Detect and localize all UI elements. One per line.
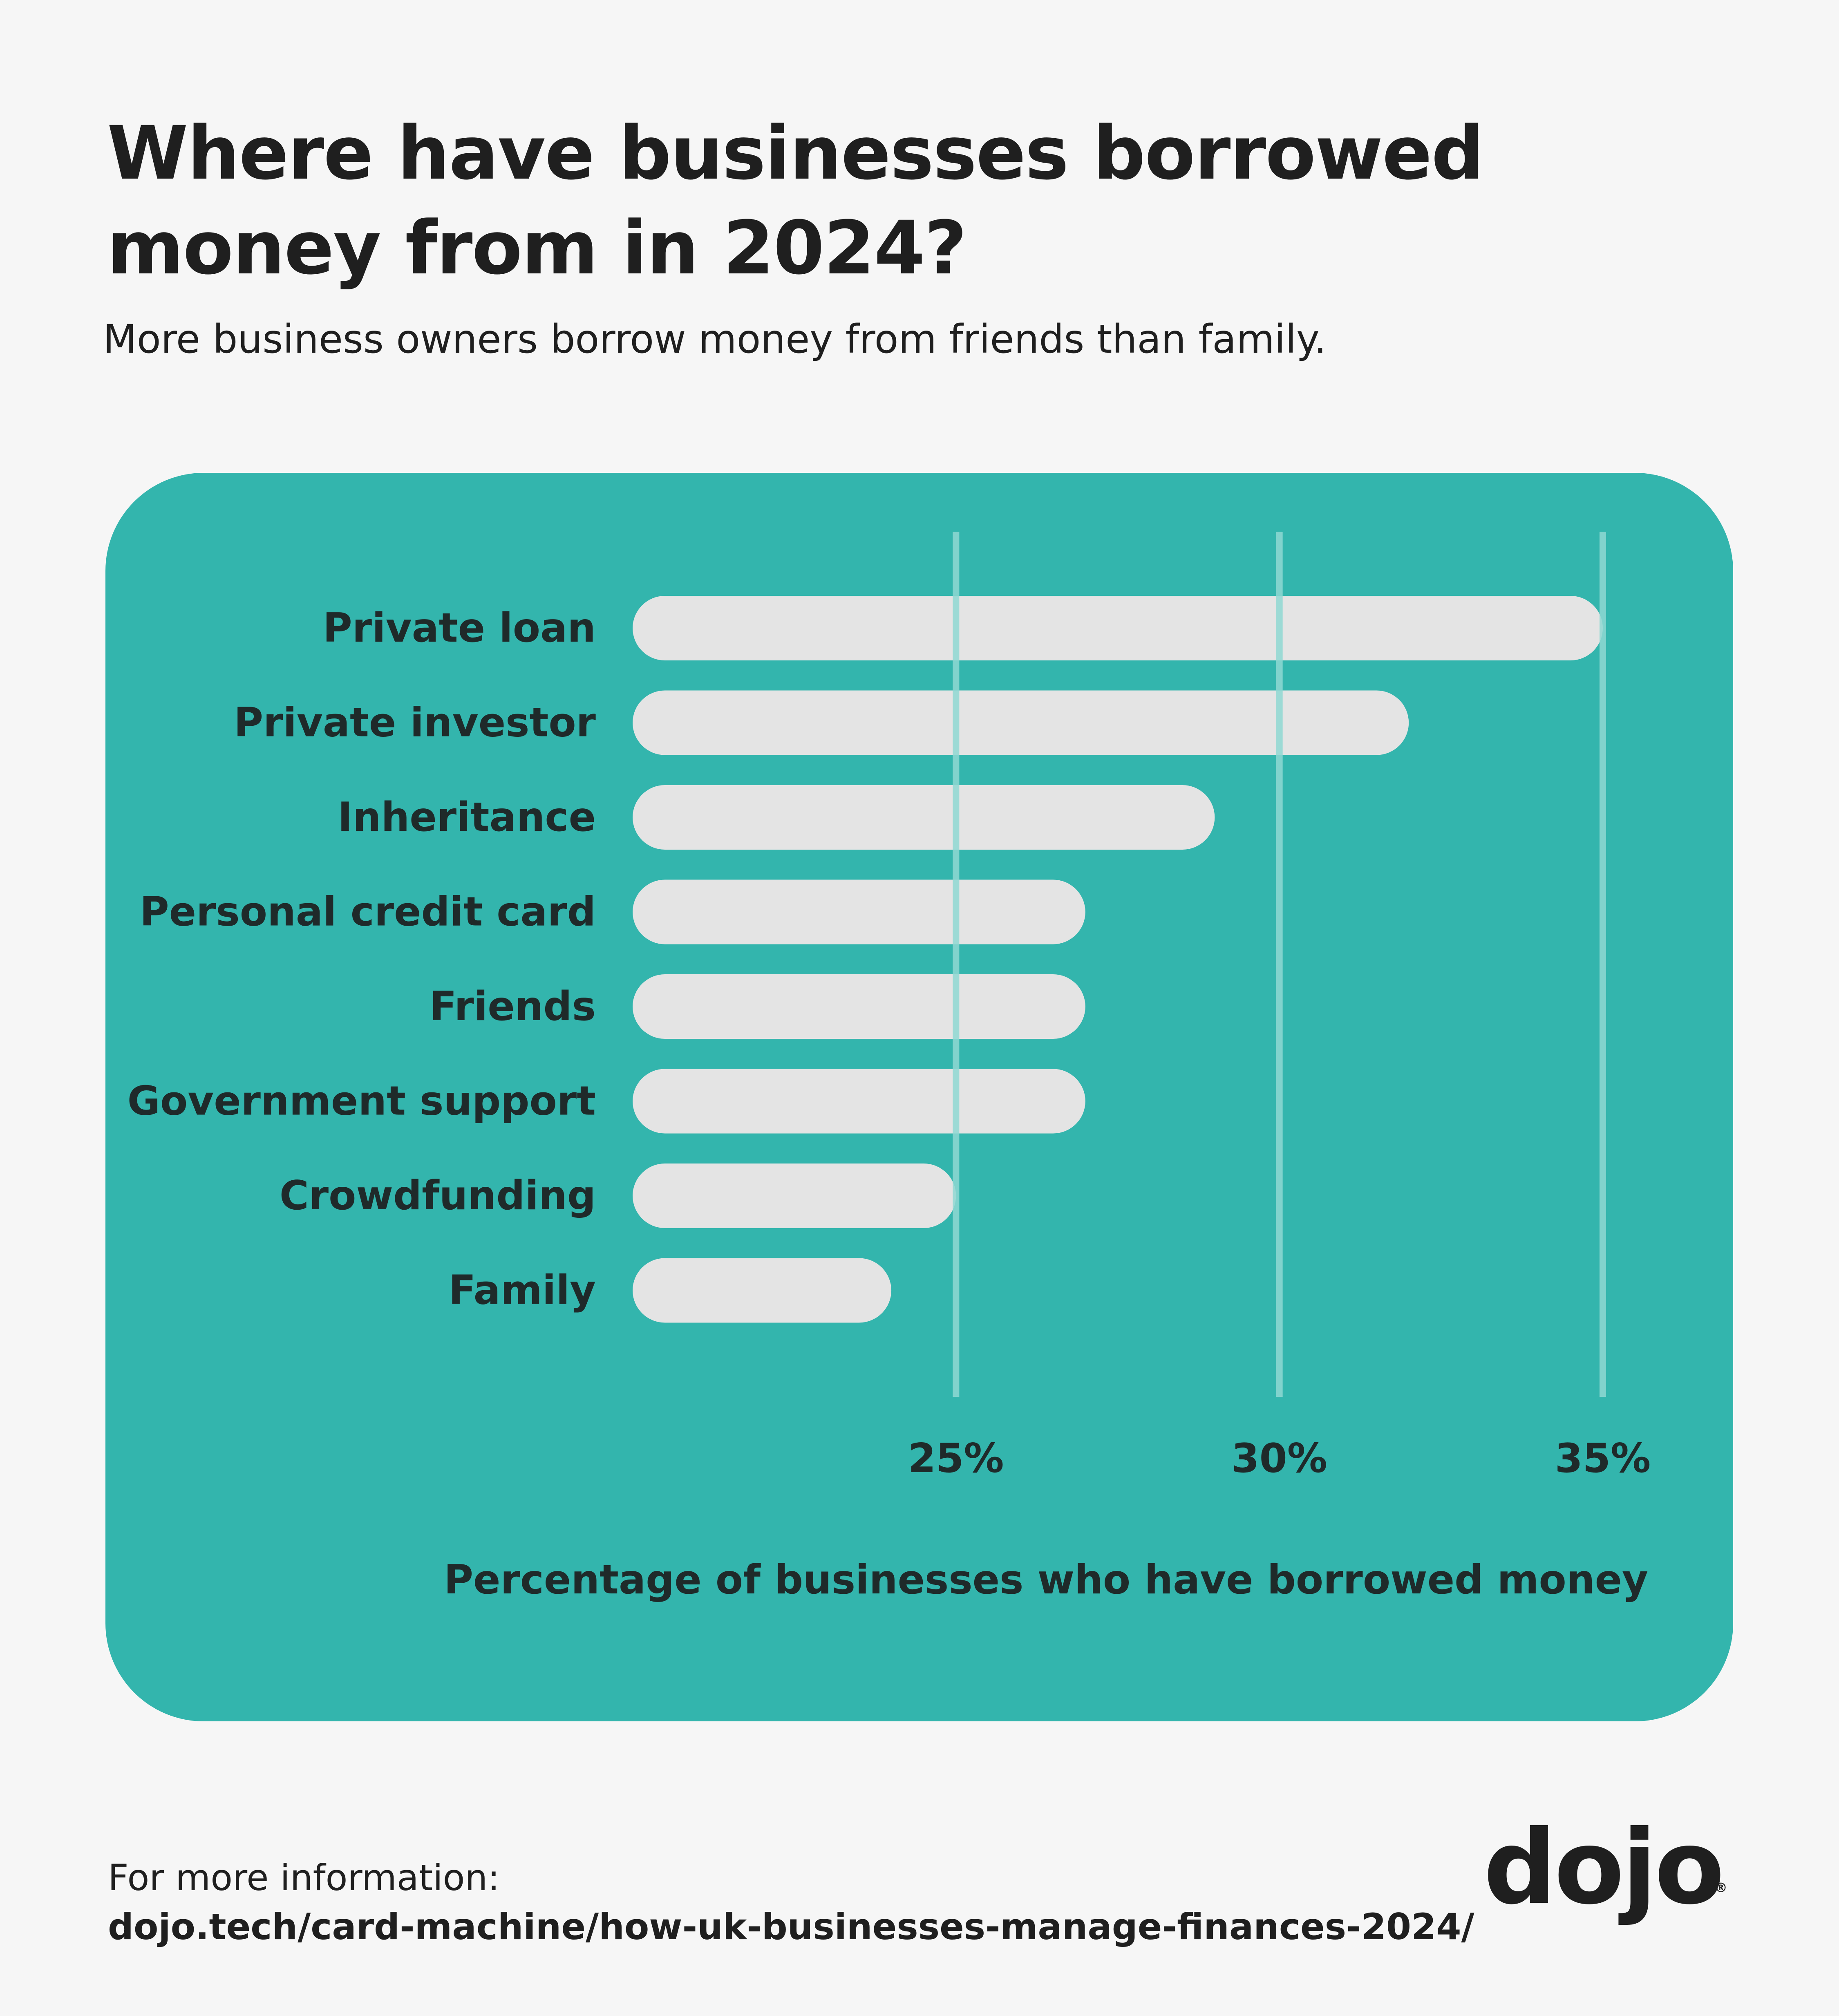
logo-wordmark: dojo bbox=[1483, 1808, 1725, 1927]
bar-inheritance bbox=[633, 785, 1215, 850]
bar-crowdfunding bbox=[633, 1164, 956, 1228]
category-label: Personal credit card bbox=[140, 889, 596, 935]
category-label: Government support bbox=[128, 1078, 596, 1125]
dojo-logo: dojo ® bbox=[1483, 1817, 1729, 1947]
category-label: Inheritance bbox=[338, 794, 596, 841]
bar-personal-credit-card bbox=[633, 879, 1085, 944]
tick-label: 30% bbox=[1231, 1435, 1327, 1482]
category-label: Crowdfunding bbox=[280, 1172, 596, 1219]
tick-label: 35% bbox=[1555, 1435, 1651, 1482]
page-subtitle: More business owners borrow money from f… bbox=[103, 316, 1327, 362]
footer-link[interactable]: dojo.tech/card-machine/how-uk-businesses… bbox=[108, 1906, 1474, 1948]
chart-panel: Private loan Private investor Inheritance P… bbox=[105, 473, 1733, 1721]
bar-friends bbox=[633, 974, 1085, 1039]
bar-chart: Private loan Private investor Inheritance P… bbox=[128, 532, 1651, 1603]
x-axis-title: Percentage of businesses who have borrow… bbox=[444, 1557, 1648, 1603]
bar-private-investor bbox=[633, 690, 1409, 755]
page-title: Where have businesses borrowed money fro… bbox=[107, 111, 1484, 291]
gridline-25 bbox=[953, 532, 960, 1397]
bar-family bbox=[633, 1258, 892, 1323]
category-label: Friends bbox=[430, 983, 596, 1030]
category-label: Private loan bbox=[323, 605, 596, 651]
footer-label: For more information: bbox=[108, 1857, 500, 1899]
gridline-30 bbox=[1276, 532, 1283, 1397]
tick-label: 25% bbox=[908, 1435, 1004, 1482]
logo-registered-mark: ® bbox=[1714, 1880, 1727, 1895]
gridline-35 bbox=[1600, 532, 1606, 1397]
category-label: Family bbox=[448, 1267, 596, 1314]
bar-private-loan bbox=[633, 596, 1603, 660]
bar-government-support bbox=[633, 1069, 1085, 1134]
category-label: Private investor bbox=[234, 700, 596, 746]
